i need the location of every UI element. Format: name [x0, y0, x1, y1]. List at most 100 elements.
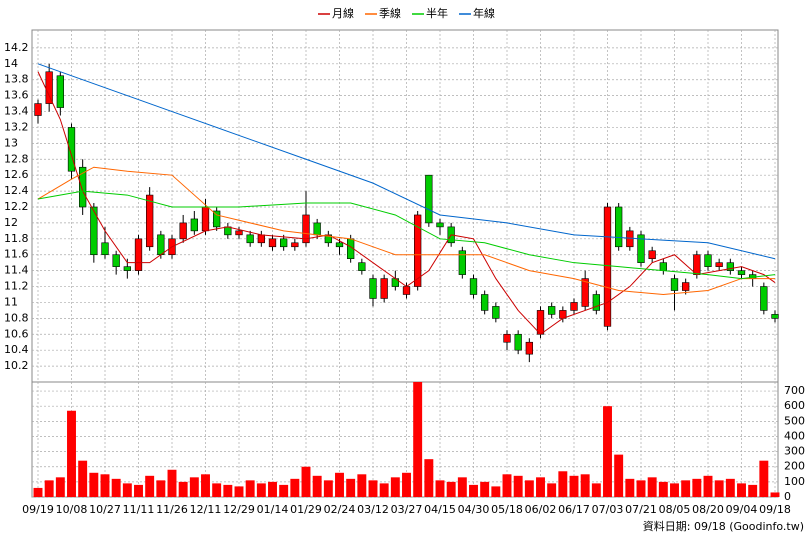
x-tick-label: 04/30	[458, 503, 490, 516]
volume-bar	[346, 478, 356, 497]
y-tick-label: 12	[4, 216, 18, 229]
volume-bar	[647, 477, 657, 497]
volume-bar	[469, 484, 478, 497]
candle-body	[157, 234, 165, 256]
volume-tick-label: 100	[784, 475, 805, 488]
candle-body	[425, 174, 433, 224]
volume-bar	[189, 477, 199, 497]
candle-body	[704, 254, 712, 267]
candle-body	[112, 254, 120, 267]
volume-bar	[692, 478, 702, 497]
volume-bar	[536, 477, 545, 497]
candle-body	[246, 234, 254, 244]
candle-body	[302, 214, 310, 244]
x-tick-label: 03/12	[357, 503, 389, 516]
y-tick-label: 13	[4, 136, 18, 149]
volume-bar	[547, 483, 557, 497]
volume-bar	[558, 471, 568, 497]
volume-bar	[658, 481, 668, 497]
y-tick-label: 13.6	[4, 89, 29, 102]
y-tick-label: 11.4	[4, 264, 29, 277]
y-tick-label: 10.2	[4, 359, 29, 372]
candle-body	[760, 286, 768, 311]
candle-body	[213, 210, 221, 228]
y-tick-label: 12.6	[4, 168, 29, 181]
candle-body	[34, 103, 42, 116]
candle-body	[626, 230, 634, 248]
x-tick-label: 04/15	[424, 503, 456, 516]
candle-body	[737, 270, 746, 275]
ma-line	[37, 63, 776, 260]
volume-bar	[223, 484, 233, 497]
volume-bar	[156, 480, 166, 497]
candle-body	[615, 206, 623, 248]
candle-body	[67, 127, 76, 172]
y-tick-label: 10.8	[4, 311, 29, 324]
volume-bar	[301, 466, 311, 497]
candle-body	[313, 222, 321, 236]
candle-body	[637, 234, 645, 263]
volume-bar	[681, 480, 691, 497]
candle-body	[369, 278, 377, 299]
y-tick-label: 14	[4, 57, 18, 70]
x-tick-label: 10/08	[56, 503, 88, 516]
candle-body	[123, 266, 131, 271]
candle-body	[548, 306, 556, 315]
y-tick-label: 14.2	[4, 41, 29, 54]
y-tick-label: 12.2	[4, 200, 29, 213]
candle-body	[280, 238, 288, 248]
volume-bar	[290, 478, 300, 497]
volume-bar	[268, 481, 277, 497]
volume-bar	[357, 474, 367, 497]
volume-bar	[122, 483, 132, 497]
volume-bar	[33, 487, 43, 497]
ma-line	[37, 166, 775, 296]
candle-body	[291, 242, 299, 248]
volume-bar	[390, 477, 400, 497]
y-tick-label: 11.6	[4, 248, 29, 261]
ma-line	[37, 190, 776, 280]
x-tick-label: 09/19	[22, 503, 54, 516]
volume-tick-label: 200	[784, 460, 805, 473]
x-tick-label: 07/03	[592, 503, 624, 516]
y-tick-label: 11.2	[4, 280, 29, 293]
candle-body	[648, 250, 656, 260]
volume-bar	[234, 486, 244, 497]
volume-bar	[759, 460, 769, 497]
volume-bar	[703, 475, 713, 497]
y-tick-label: 10.4	[4, 343, 29, 356]
candle-body	[603, 206, 612, 327]
candle-body	[134, 238, 143, 271]
candle-body	[257, 234, 265, 244]
candle-body	[380, 278, 388, 299]
volume-bar	[368, 480, 378, 497]
candle-body	[458, 250, 466, 275]
volume-bar	[591, 483, 601, 497]
candle-body	[570, 302, 578, 311]
volume-bar	[134, 484, 143, 497]
volume-bar	[625, 478, 635, 497]
legend-label: 年線	[473, 6, 495, 20]
volume-tick-label: 400	[784, 429, 805, 442]
x-tick-label: 07/21	[625, 503, 657, 516]
volume-bar	[435, 480, 445, 497]
candle-body	[592, 294, 600, 311]
candle-body	[45, 71, 53, 104]
x-tick-label: 08/05	[659, 503, 691, 516]
volume-bar	[100, 474, 110, 497]
volume-bar	[446, 481, 456, 497]
volume-bar	[201, 474, 210, 497]
y-tick-label: 13.8	[4, 73, 29, 86]
volume-bar	[44, 480, 54, 497]
candle-body	[414, 214, 422, 287]
volume-bar	[402, 472, 411, 497]
x-tick-label: 09/04	[726, 503, 758, 516]
candle-body	[224, 226, 232, 236]
x-tick-label: 06/17	[558, 503, 590, 516]
candle-body	[682, 282, 690, 291]
candle-body	[525, 341, 533, 355]
x-tick-label: 01/29	[290, 503, 322, 516]
volume-bar	[245, 480, 255, 497]
volume-bar	[714, 480, 724, 497]
